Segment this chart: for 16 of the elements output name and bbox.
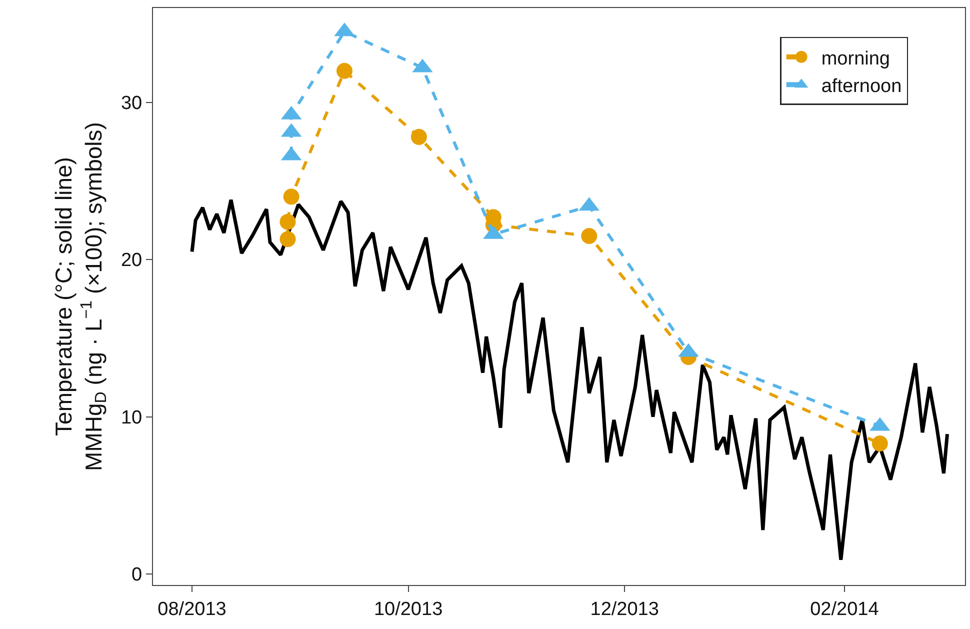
x-tick-label: 12/2013 [590, 598, 659, 620]
y-tick-label: 10 [120, 407, 142, 428]
x-tick-label: 02/2014 [810, 598, 880, 620]
point [283, 188, 300, 205]
point [581, 228, 598, 244]
y-tick-label: 0 [132, 564, 142, 586]
x-tick-label: 10/2013 [374, 598, 443, 620]
y-tick-label: 30 [120, 92, 142, 114]
y-tick-label: 20 [120, 250, 142, 272]
point [410, 128, 427, 145]
point [872, 436, 888, 452]
legend-label: morning [821, 48, 890, 70]
legend-label: afternoon [821, 76, 902, 98]
point [280, 214, 296, 230]
x-tick-label: 08/2013 [158, 598, 226, 620]
point [280, 231, 296, 248]
